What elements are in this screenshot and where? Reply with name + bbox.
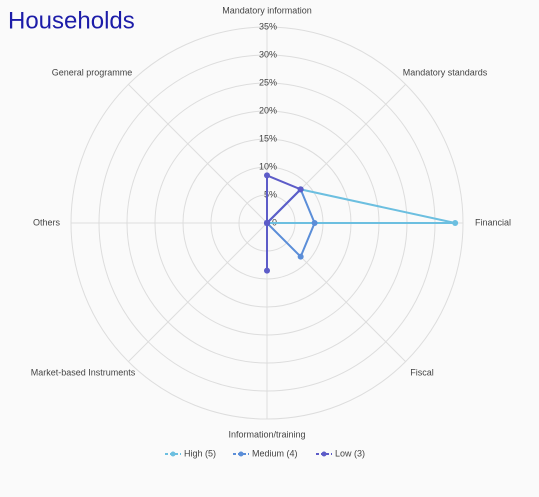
point: [264, 220, 270, 226]
point: [297, 186, 304, 193]
legend-dot: [321, 451, 327, 457]
r-tick-label: 30%: [259, 49, 277, 59]
point: [264, 267, 270, 274]
r-tick-label: 5%: [264, 189, 277, 199]
legend-label: Medium (4): [252, 448, 298, 458]
point: [311, 220, 318, 226]
category-label: Market-based Instruments: [31, 367, 136, 377]
point: [297, 253, 304, 260]
r-tick-label: 20%: [259, 105, 277, 115]
r-tick-label: 10%: [259, 161, 277, 171]
category-label: Mandatory information: [222, 5, 312, 15]
point: [264, 172, 270, 179]
legend-label: Low (3): [335, 448, 365, 458]
chart-title: Households: [8, 7, 135, 34]
legend-dot: [170, 451, 176, 457]
category-label: Information/training: [228, 429, 305, 439]
category-label: Financial: [475, 217, 511, 227]
category-label: General programme: [52, 67, 133, 77]
series-line: [266, 173, 303, 271]
spoke: [128, 222, 268, 362]
category-label: Others: [33, 217, 61, 227]
legend-label: High (5): [184, 448, 216, 458]
r-tick-label: 35%: [259, 21, 277, 31]
spoke: [128, 84, 268, 224]
point: [452, 220, 459, 226]
category-label: Fiscal: [410, 367, 434, 377]
category-label: Mandatory standards: [403, 67, 488, 77]
r-tick-label: 15%: [259, 133, 277, 143]
legend-dot: [238, 451, 244, 457]
r-tick-label: 25%: [259, 77, 277, 87]
